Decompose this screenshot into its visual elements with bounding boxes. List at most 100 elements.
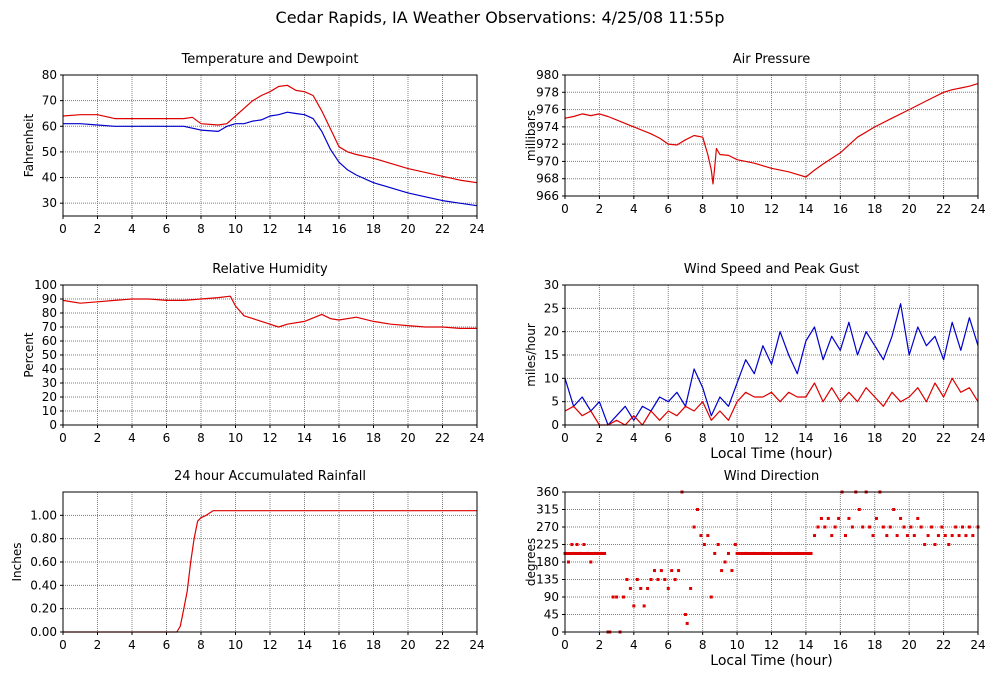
rain-xtick-label: 16 — [331, 638, 346, 652]
humidity-series-red-line — [62, 295, 477, 329]
winddir-point — [702, 543, 706, 546]
humidity-xtick-label: 22 — [435, 431, 450, 445]
humidity-ytick-label: 50 — [42, 348, 57, 362]
pressure-xtick-label: 8 — [699, 202, 707, 216]
winddir-point — [709, 595, 713, 599]
winddir-point — [566, 560, 570, 564]
temp-xtick-label: 10 — [228, 222, 243, 236]
humidity-chart: 0 2 4 6 8 10 12 14 16 18 20 22 240102030405060708090… — [22, 262, 485, 445]
winddir-point — [923, 543, 927, 546]
winddir-point — [685, 621, 689, 625]
humidity-ytick-label: 20 — [42, 390, 57, 404]
winddir-point — [905, 534, 909, 538]
temp-xtick-label: 20 — [400, 222, 415, 236]
page-title: Cedar Rapids, IA Weather Observations: 4… — [275, 8, 725, 27]
rain-title: 24 hour Accumulated Rainfall — [174, 469, 366, 484]
temp-xtick-label: 0 — [59, 222, 67, 236]
humidity-xtick-label: 12 — [262, 431, 277, 445]
humidity-ytick-label: 30 — [42, 376, 57, 390]
winddir-ytick-label: 270 — [536, 520, 559, 534]
humidity-xtick-label: 4 — [128, 431, 136, 445]
wind-title: Wind Speed and Peak Gust — [684, 262, 859, 277]
winddir-point — [582, 543, 586, 546]
winddir-point — [850, 525, 854, 529]
wind-xtick-label: 8 — [699, 431, 707, 445]
winddir-point — [947, 543, 951, 546]
humidity-xtick-label: 20 — [400, 431, 415, 445]
humidity-ytick-label: 0 — [49, 418, 57, 432]
winddir-point — [635, 578, 639, 581]
winddir-xlabel: Local Time (hour) — [710, 653, 832, 669]
wind-xtick-label: 24 — [970, 431, 985, 445]
winddir-xtick-label: 22 — [936, 638, 951, 652]
winddir-point — [930, 525, 934, 529]
temp-xtick-label: 6 — [163, 222, 171, 236]
wind-series-red-line — [564, 377, 979, 426]
rain-xtick-label: 20 — [400, 638, 415, 652]
winddir-chart: 0 2 4 6 8 10 12 14 16 18 20 22 240459013518022527031… — [524, 469, 986, 669]
rain-xtick-label: 8 — [197, 638, 205, 652]
winddir-point — [625, 578, 629, 581]
wind-ytick-label: 5 — [551, 395, 559, 409]
temp-xtick-label: 16 — [331, 222, 346, 236]
temp-title: Temperature and Dewpoint — [181, 52, 359, 67]
humidity-xtick-label: 0 — [59, 431, 67, 445]
winddir-point — [615, 595, 619, 599]
humidity-title: Relative Humidity — [212, 262, 328, 277]
temp-ytick-label: 30 — [42, 196, 57, 210]
pressure-ytick-label: 970 — [536, 154, 559, 168]
winddir-point — [683, 613, 687, 616]
temp-xtick-label: 14 — [297, 222, 312, 236]
winddir-point — [847, 516, 851, 520]
rain-ytick-label: 0.40 — [30, 578, 57, 592]
winddir-point — [830, 534, 834, 538]
winddir-point — [936, 534, 940, 538]
rain-xtick-label: 10 — [228, 638, 243, 652]
winddir-ytick-label: 45 — [544, 608, 559, 622]
winddir-point — [933, 543, 937, 546]
rain-xtick-label: 0 — [59, 638, 67, 652]
wind-xtick-label: 22 — [936, 431, 951, 445]
temp-xtick-label: 24 — [469, 222, 484, 236]
wind-series-blue-line — [564, 303, 979, 426]
humidity-xtick-label: 18 — [366, 431, 381, 445]
winddir-title: Wind Direction — [724, 469, 820, 484]
winddir-ytick-label: 180 — [536, 555, 559, 569]
winddir-point — [819, 516, 823, 520]
winddir-point — [575, 543, 579, 546]
humidity-ytick-label: 100 — [34, 278, 57, 292]
rain-ytick-label: 0.60 — [30, 555, 57, 569]
pressure-ytick-label: 974 — [536, 120, 559, 134]
winddir-point — [696, 508, 700, 511]
winddir-point — [895, 534, 899, 538]
pressure-ytick-label: 976 — [536, 103, 559, 117]
rain-xtick-label: 12 — [262, 638, 277, 652]
winddir-point — [816, 525, 820, 529]
rain-xtick-label: 24 — [469, 638, 484, 652]
temp-xtick-label: 4 — [128, 222, 136, 236]
temp-xtick-label: 22 — [435, 222, 450, 236]
temp-series-red-line — [62, 84, 478, 184]
wind-ytick-label: 20 — [544, 325, 559, 339]
winddir-ytick-label: 0 — [551, 625, 559, 639]
winddir-point — [964, 534, 968, 538]
winddir-point — [713, 551, 717, 555]
wind-ytick-label: 25 — [544, 301, 559, 315]
winddir-point — [902, 525, 906, 529]
winddir-ytick-label: 90 — [544, 590, 559, 604]
winddir-point — [632, 604, 636, 608]
pressure-xtick-label: 4 — [630, 202, 638, 216]
winddir-point — [730, 569, 734, 573]
winddir-point — [622, 595, 626, 599]
pressure-xtick-label: 24 — [970, 202, 985, 216]
winddir-point — [646, 586, 650, 590]
temp-chart: 0 2 4 6 8 10 12 14 16 18 20 22 24304050607080Tempera… — [22, 52, 485, 236]
rain-ytick-label: 0.80 — [30, 532, 57, 546]
pressure-ylabel: millibars — [524, 110, 538, 161]
winddir-point — [971, 534, 975, 538]
winddir-point — [733, 543, 737, 546]
wind-ytick-label: 30 — [544, 278, 559, 292]
rain-chart: 0 2 4 6 8 10 12 14 16 18 20 22 240.000.200.400.600.8… — [10, 469, 485, 652]
